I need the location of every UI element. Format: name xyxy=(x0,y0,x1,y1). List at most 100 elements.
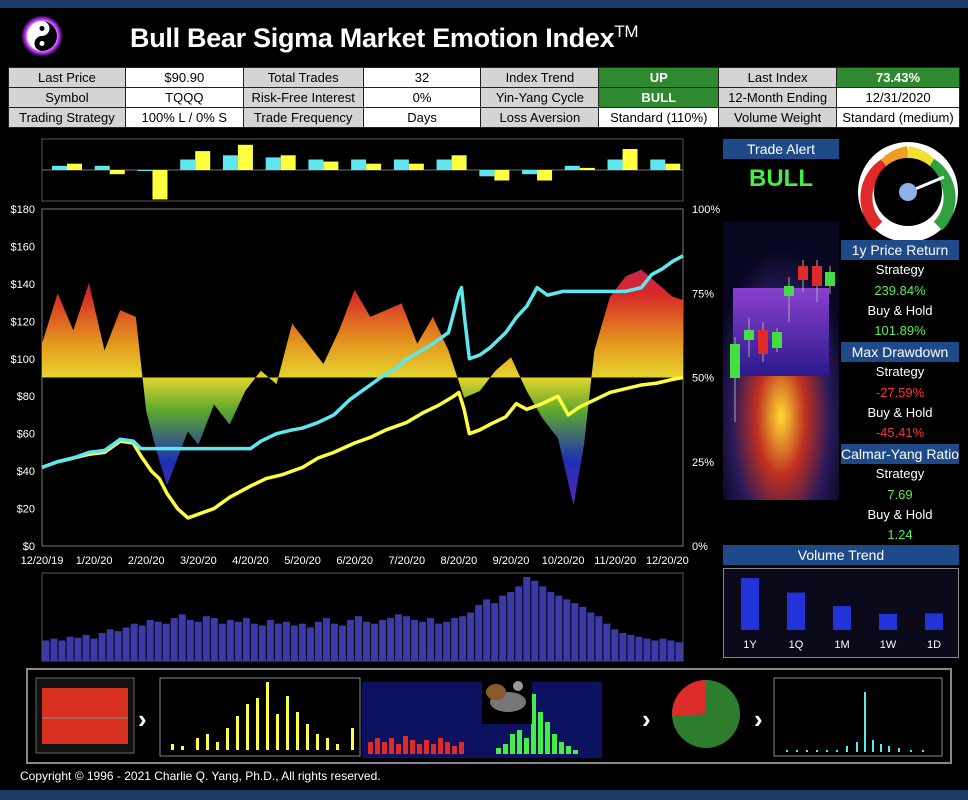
volume-bar xyxy=(98,633,106,661)
volume-bar xyxy=(587,612,595,661)
max-drawdown-heading: Max Drawdown xyxy=(841,342,959,362)
volume-trend-label: 1W xyxy=(880,639,897,651)
volume-bar xyxy=(603,623,611,661)
x-tick: 10/20/20 xyxy=(542,555,585,567)
volume-bar xyxy=(403,616,411,661)
volume-bar xyxy=(611,629,619,661)
info-value: $90.90 xyxy=(124,67,244,88)
bottom-border xyxy=(0,790,968,800)
volume-trend-bar xyxy=(833,606,851,630)
volume-bar xyxy=(379,619,387,661)
monthly-bar-strategy xyxy=(137,170,153,171)
x-tick: 8/20/20 xyxy=(441,555,478,567)
y-left-tick: $60 xyxy=(17,429,35,441)
info-value: 12/31/2020 xyxy=(836,87,960,108)
monthly-bar-buyhold xyxy=(152,170,168,200)
market-emotion-chart: $0 $20 $40 $60 $80 $100 $120 $140 $160 $180 0% 25% 5… xyxy=(11,138,720,662)
volume-bar xyxy=(226,619,234,661)
info-label: 12-Month Ending xyxy=(718,87,838,108)
price-return-strategy-label: Strategy xyxy=(875,262,925,277)
volume-bar xyxy=(210,618,218,661)
volume-bar xyxy=(643,638,651,661)
y-left-tick: $100 xyxy=(11,354,35,366)
volume-bar xyxy=(146,619,154,661)
volume-panel xyxy=(41,572,684,662)
volume-bar xyxy=(539,586,547,661)
info-row: Trading Strategy 100% L / 0% S Trade Frequ… xyxy=(8,107,960,128)
monthly-bar-buyhold xyxy=(366,163,382,170)
volume-bar xyxy=(635,636,643,661)
monthly-bar-strategy xyxy=(351,159,367,170)
x-tick: 2/20/20 xyxy=(128,555,165,567)
volume-bar xyxy=(579,606,587,661)
volume-bar xyxy=(387,618,395,661)
max-drawdown-bh-value: -45.41% xyxy=(875,425,925,440)
calmar-bh-label: Buy & Hold xyxy=(867,507,933,522)
pie-chart-icon xyxy=(671,680,740,748)
info-label: Total Trades xyxy=(242,67,364,88)
volume-bar xyxy=(395,614,403,661)
monthly-bar-strategy xyxy=(94,165,110,170)
info-value: UP xyxy=(598,67,720,88)
volume-bar xyxy=(667,640,675,661)
trade-alert-heading: Trade Alert xyxy=(723,139,839,159)
x-tick: 1/20/20 xyxy=(76,555,113,567)
y-left-tick: $160 xyxy=(11,241,35,253)
monthly-bar-strategy xyxy=(222,155,238,170)
monthly-bar-buyhold xyxy=(323,161,339,170)
monthly-bar-strategy xyxy=(308,159,324,170)
buyhold-line xyxy=(41,375,684,520)
monthly-bar-buyhold xyxy=(237,144,253,170)
volume-bar xyxy=(202,616,210,661)
volume-trend-heading: Volume Trend xyxy=(723,545,959,565)
copyright-text: Copyright © 1996 - 2021 Charlie Q. Yang,… xyxy=(20,769,381,783)
y-right-tick: 75% xyxy=(692,288,714,300)
volume-trend-chart: 1Y 1Q 1M 1W 1D xyxy=(723,568,959,658)
monthly-bar-strategy xyxy=(265,157,281,170)
info-table: Last Price $90.90 Total Trades 32 Index Tren… xyxy=(8,67,960,128)
volume-bar xyxy=(266,619,274,661)
top-border xyxy=(0,0,968,8)
volume-bar xyxy=(371,623,379,661)
gauge-icon xyxy=(858,142,958,240)
y-left-tick: $20 xyxy=(17,504,35,516)
volume-trend-label: 1Y xyxy=(743,639,757,651)
info-value: 100% L / 0% S xyxy=(124,107,244,128)
x-tick: 3/20/20 xyxy=(180,555,217,567)
monthly-bar-buyhold xyxy=(622,149,638,170)
calmar-heading: Calmar-Yang Ratio xyxy=(841,444,960,464)
volume-trend-label: 1D xyxy=(927,639,941,651)
volume-trend-label: 1M xyxy=(834,639,849,651)
monthly-bar-strategy xyxy=(52,165,67,170)
max-drawdown-strategy-value: -27.59% xyxy=(875,385,925,400)
calmar-strategy-label: Strategy xyxy=(875,466,925,481)
volume-bar xyxy=(354,616,362,661)
volume-bar xyxy=(194,621,202,661)
y-left-tick: $80 xyxy=(17,391,35,403)
volume-bar xyxy=(507,591,515,661)
volume-bar xyxy=(90,638,98,661)
info-label: Trade Frequency xyxy=(242,107,364,128)
yin-yang-logo-icon xyxy=(21,15,63,57)
volume-bar xyxy=(523,577,531,661)
volume-bar xyxy=(42,640,50,661)
volume-bar xyxy=(675,642,683,661)
svg-text:›: › xyxy=(642,704,651,734)
volume-bar xyxy=(154,621,162,661)
y-left-tick: $40 xyxy=(17,466,35,478)
info-label: Yin-Yang Cycle xyxy=(480,87,600,108)
info-value: Standard (110%) xyxy=(598,107,720,128)
volume-bar xyxy=(130,623,138,661)
volume-bar xyxy=(443,621,451,661)
volume-bar xyxy=(242,618,250,661)
monthly-bar-buyhold xyxy=(109,170,125,175)
volume-bar xyxy=(314,621,322,661)
volume-bar xyxy=(106,629,114,661)
x-tick: 4/20/20 xyxy=(232,555,269,567)
volume-bar xyxy=(234,621,242,661)
volume-bar xyxy=(619,633,627,661)
x-tick: 11/20/20 xyxy=(594,555,636,567)
volume-bar xyxy=(66,636,74,661)
volume-bar xyxy=(499,595,507,661)
volume-bar xyxy=(58,640,66,661)
